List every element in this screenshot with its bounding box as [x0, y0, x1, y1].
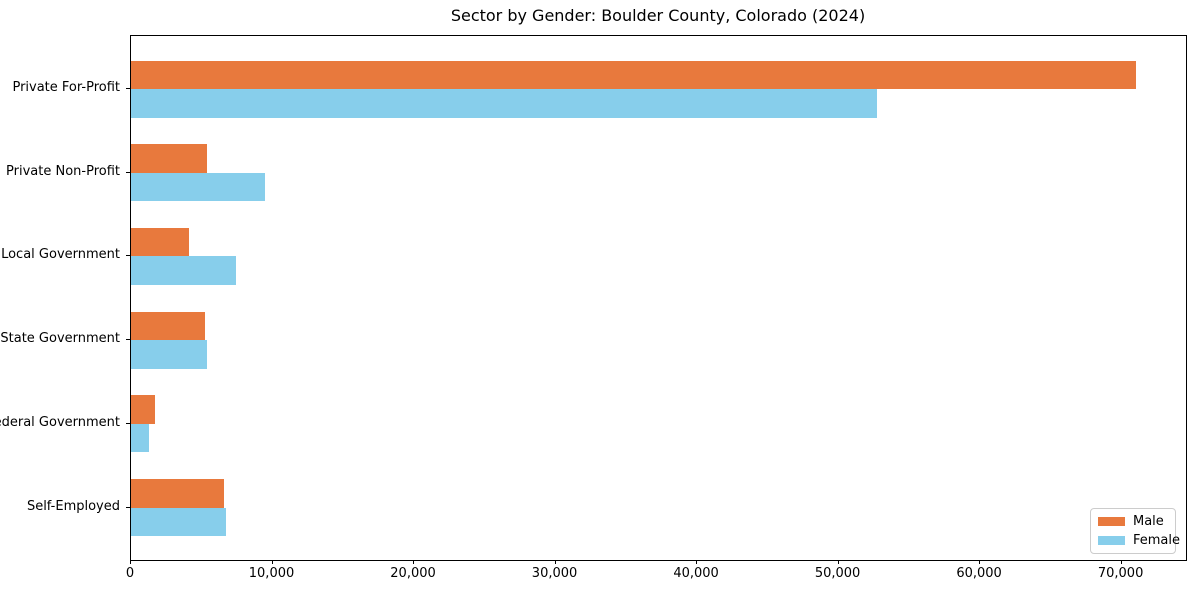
x-tick-mark [130, 560, 131, 564]
y-tick-mark [126, 506, 130, 508]
y-axis-label: Self-Employed [26, 498, 120, 514]
y-tick-mark [126, 422, 130, 424]
x-axis-label: 70,000 [1097, 566, 1144, 581]
y-axis-label: Private Non-Profit [6, 163, 120, 179]
x-axis-label: 20,000 [390, 566, 436, 581]
y-axis-label: Local Government [1, 247, 120, 263]
male-series-swatch [1098, 517, 1125, 526]
female-series-swatch [1098, 536, 1125, 545]
legend-item-male: Male [1098, 514, 1167, 529]
x-tick-mark [554, 560, 556, 564]
legend: Male Female [1090, 508, 1180, 554]
y-tick-mark [126, 255, 130, 257]
legend-label-male: Male [1133, 514, 1164, 529]
y-tick-mark [126, 171, 130, 173]
x-axis-label: 50,000 [814, 566, 861, 581]
bar-female-private-non-profit [131, 172, 266, 202]
x-axis-label: 10,000 [248, 566, 295, 581]
bar-male-federal-government [131, 395, 156, 424]
legend-label-female: Female [1133, 533, 1181, 548]
x-tick-mark [1120, 560, 1122, 564]
x-tick-mark [413, 560, 415, 564]
y-axis-label: Private For-Profit [12, 80, 120, 95]
bar-male-self-employed [131, 479, 225, 508]
bar-female-local-government [131, 256, 236, 285]
x-axis-label: 60,000 [956, 566, 1002, 581]
x-tick-mark [837, 560, 839, 564]
chart-title: Sector by Gender: Boulder County, Colora… [450, 6, 866, 25]
bar-female-self-employed [131, 507, 226, 537]
bar-male-state-government [131, 311, 205, 341]
bar-male-local-government [131, 227, 190, 257]
legend-item-female: Female [1098, 533, 1180, 548]
x-axis-label: 0 [125, 566, 135, 581]
x-axis-label: 40,000 [673, 566, 719, 581]
y-tick-mark [126, 339, 130, 341]
y-axis-label: Federal Government [0, 414, 120, 430]
bar-female-state-government [131, 340, 208, 369]
x-axis-label: 30,000 [531, 566, 578, 581]
x-tick-mark [696, 560, 698, 564]
bar-male-private-non-profit [131, 144, 208, 173]
x-tick-mark [979, 560, 981, 564]
plot-area: Male Female [130, 35, 1187, 561]
bar-female-private-for-profit [131, 89, 877, 118]
bar-male-private-for-profit [131, 60, 1136, 89]
x-tick-mark [271, 560, 273, 564]
y-tick-mark [126, 88, 130, 89]
bar-female-federal-government [131, 423, 150, 453]
y-axis-label: State Government [0, 331, 120, 347]
